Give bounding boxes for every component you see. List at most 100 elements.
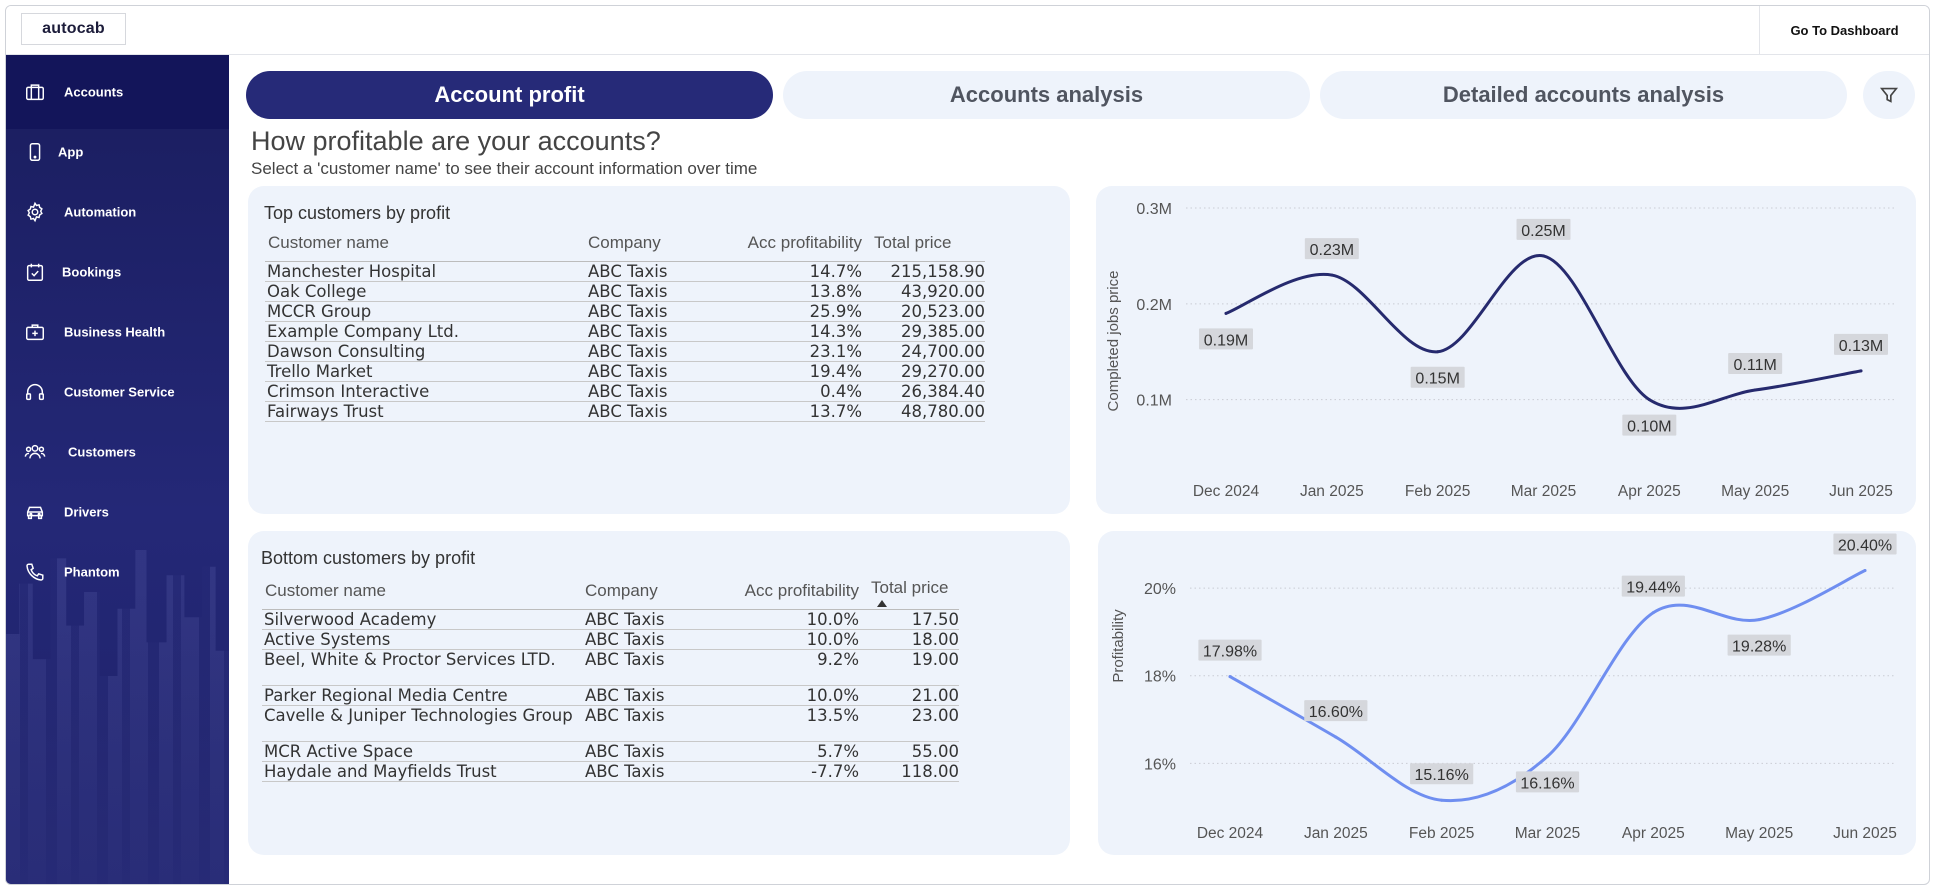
column-header-total-price[interactable]: Total price: [862, 233, 985, 262]
cell-company: ABC Taxis: [588, 301, 707, 322]
table-row[interactable]: Manchester Hospital ABC Taxis 14.7% 215,158…: [265, 261, 985, 282]
y-tick-label: 20%: [1144, 581, 1176, 598]
table-row[interactable]: Oak College ABC Taxis 13.8% 43,920.00: [265, 281, 985, 302]
cell-acc-profitability: 14.3%: [707, 321, 862, 342]
cell-total-price: 18.00: [859, 629, 959, 650]
cell-total-price: 23.00: [859, 705, 959, 742]
autocab-logo[interactable]: autocab: [21, 13, 126, 45]
users-icon: [24, 441, 46, 463]
cell-customer-name[interactable]: Crimson Interactive: [265, 381, 588, 402]
table-row[interactable]: Fairways Trust ABC Taxis 13.7% 48,780.00: [265, 401, 985, 422]
table-row[interactable]: Dawson Consulting ABC Taxis 23.1% 24,700.00: [265, 341, 985, 362]
cell-total-price: 26,384.40: [862, 381, 985, 402]
data-label: 17.98%: [1203, 644, 1257, 661]
page-title: How profitable are your accounts?: [251, 126, 661, 156]
x-tick-label: Jan 2025: [1300, 483, 1364, 500]
cell-total-price: 19.00: [859, 649, 959, 686]
filter-button[interactable]: [1863, 71, 1915, 119]
top-customers-table: Customer name Company Acc profitability …: [265, 233, 985, 422]
table-row[interactable]: Beel, White & Proctor Services LTD. ABC T…: [262, 649, 959, 686]
cell-acc-profitability: 23.1%: [707, 341, 862, 362]
cell-total-price: 215,158.90: [862, 261, 985, 282]
cell-acc-profitability: 0.4%: [707, 381, 862, 402]
column-header-company[interactable]: Company: [585, 578, 709, 610]
cell-customer-name[interactable]: Fairways Trust: [265, 401, 588, 422]
cell-customer-name[interactable]: Trello Market: [265, 361, 588, 382]
table-row[interactable]: Crimson Interactive ABC Taxis 0.4% 26,384.4…: [265, 381, 985, 402]
data-label: 19.44%: [1626, 580, 1680, 597]
data-label-bg: [1516, 218, 1571, 240]
table-row[interactable]: Active Systems ABC Taxis 10.0% 18.00: [262, 629, 959, 650]
table-row[interactable]: Example Company Ltd. ABC Taxis 14.3% 29,385…: [265, 321, 985, 342]
column-header-customer-name[interactable]: Customer name: [265, 233, 588, 262]
cell-customer-name[interactable]: Manchester Hospital: [265, 261, 588, 282]
sidebar-item-label: Customer Service: [64, 384, 175, 400]
cell-total-price: 20,523.00: [862, 301, 985, 322]
table-row[interactable]: Cavelle & Juniper Technologies Group ABC …: [262, 705, 959, 742]
profitability-chart[interactable]: 16% 18% 20% Profitability Dec 2024 Jan 2025 Fe…: [1098, 531, 1916, 855]
sidebar-item-drivers[interactable]: Drivers: [6, 475, 229, 549]
sidebar-item-bookings[interactable]: Bookings: [6, 235, 229, 309]
cell-acc-profitability: 13.8%: [707, 281, 862, 302]
column-header-company[interactable]: Company: [588, 233, 707, 262]
sidebar: Accounts App Automation Bookings Busines…: [6, 55, 229, 884]
cell-acc-profitability: 10.0%: [709, 685, 859, 706]
cell-company: ABC Taxis: [585, 649, 709, 686]
cell-customer-name[interactable]: Parker Regional Media Centre: [262, 685, 585, 706]
calendar-check-icon: [24, 261, 46, 283]
cell-customer-name[interactable]: Silverwood Academy: [262, 609, 585, 630]
column-header-total-price-label: Total price: [871, 578, 949, 597]
completed-jobs-price-chart[interactable]: 0.1M 0.2M 0.3M Completed jobs price Dec 2024…: [1096, 186, 1916, 514]
column-header-acc-profitability[interactable]: Acc profitability: [707, 233, 862, 262]
sidebar-item-label: Bookings: [62, 264, 122, 280]
cell-customer-name[interactable]: Example Company Ltd.: [265, 321, 588, 342]
column-header-total-price[interactable]: Total price: [859, 578, 959, 610]
app-window: autocab Go To Dashboard Accounts App Aut…: [5, 5, 1930, 885]
data-point: [1228, 675, 1232, 679]
column-header-acc-profitability[interactable]: Acc profitability: [709, 578, 859, 610]
completed-jobs-price-chart-card: 0.1M 0.2M 0.3M Completed jobs price Dec 2024…: [1096, 186, 1916, 514]
sidebar-item-app[interactable]: App: [6, 115, 229, 189]
tab-detailed-accounts-analysis[interactable]: Detailed accounts analysis: [1320, 71, 1847, 119]
data-point: [1546, 754, 1549, 758]
sidebar-item-label: Phantom: [64, 564, 120, 580]
series-line: [1224, 254, 1863, 410]
data-point: [1863, 569, 1867, 573]
cell-acc-profitability: 13.7%: [707, 401, 862, 422]
cell-total-price: 55.00: [859, 741, 959, 762]
sidebar-item-label: Customers: [68, 444, 136, 460]
table-row[interactable]: Parker Regional Media Centre ABC Taxis 10.…: [262, 685, 959, 706]
table-row[interactable]: Silverwood Academy ABC Taxis 10.0% 17.50: [262, 609, 959, 630]
go-to-dashboard-button[interactable]: Go To Dashboard: [1759, 6, 1929, 54]
tab-accounts-analysis[interactable]: Accounts analysis: [783, 71, 1310, 119]
x-tick-label: Jun 2025: [1833, 825, 1897, 842]
cell-customer-name[interactable]: Oak College: [265, 281, 588, 302]
data-label: 0.23M: [1310, 242, 1354, 259]
data-label: 0.25M: [1521, 223, 1565, 240]
cell-company: ABC Taxis: [585, 741, 709, 762]
data-label: 0.15M: [1415, 371, 1459, 388]
sidebar-item-business-health[interactable]: Business Health: [6, 295, 229, 369]
sidebar-item-customer-service[interactable]: Customer Service: [6, 355, 229, 429]
sidebar-item-phantom[interactable]: Phantom: [6, 535, 229, 609]
data-point: [1651, 611, 1655, 615]
tab-account-profit[interactable]: Account profit: [246, 71, 773, 119]
cell-customer-name[interactable]: Cavelle & Juniper Technologies Group: [262, 705, 585, 742]
table-row[interactable]: Haydale and Mayfields Trust ABC Taxis -7.7…: [262, 761, 959, 782]
table-row[interactable]: MCR Active Space ABC Taxis 5.7% 55.00: [262, 741, 959, 762]
sidebar-item-accounts[interactable]: Accounts: [6, 55, 229, 129]
cell-customer-name[interactable]: MCCR Group: [265, 301, 588, 322]
cell-company: ABC Taxis: [588, 381, 707, 402]
cell-customer-name[interactable]: MCR Active Space: [262, 741, 585, 762]
cell-customer-name[interactable]: Dawson Consulting: [265, 341, 588, 362]
cell-customer-name[interactable]: Beel, White & Proctor Services LTD.: [262, 649, 585, 686]
column-header-customer-name[interactable]: Customer name: [262, 578, 585, 610]
sidebar-item-automation[interactable]: Automation: [6, 175, 229, 249]
cell-customer-name[interactable]: Active Systems: [262, 629, 585, 650]
table-row[interactable]: Trello Market ABC Taxis 19.4% 29,270.00: [265, 361, 985, 382]
sidebar-item-customers[interactable]: Customers: [6, 415, 229, 489]
x-tick-label: Dec 2024: [1193, 483, 1260, 500]
cell-total-price: 118.00: [859, 761, 959, 782]
table-row[interactable]: MCCR Group ABC Taxis 25.9% 20,523.00: [265, 301, 985, 322]
cell-customer-name[interactable]: Haydale and Mayfields Trust: [262, 761, 585, 782]
